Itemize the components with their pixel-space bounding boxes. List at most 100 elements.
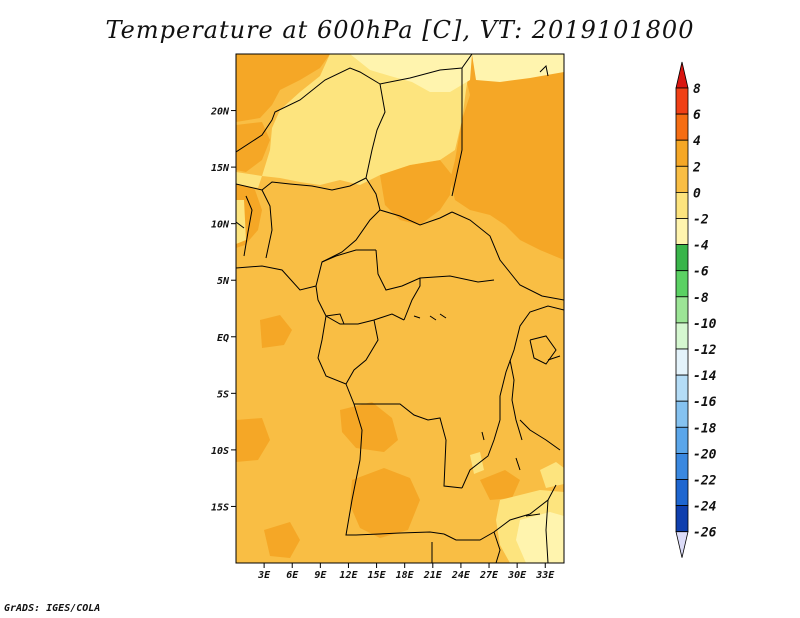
colorbar-segment bbox=[675, 139, 689, 167]
colorbar-segment bbox=[675, 348, 689, 376]
border-line bbox=[321, 249, 376, 263]
lat-tick-label: 15S bbox=[211, 502, 229, 513]
longitude-axis: 3E 6E 9E 12E 15E 18E 21E 24E 27E 30E 33E bbox=[257, 563, 555, 581]
colorbar-label: -26 bbox=[693, 526, 717, 541]
country-borders bbox=[236, 54, 564, 563]
lat-tick-label: 5N bbox=[217, 276, 230, 287]
lon-tick-label: 33E bbox=[535, 570, 555, 581]
colorbar-label: -4 bbox=[693, 239, 709, 254]
border-line bbox=[443, 484, 557, 541]
colorbar-top-arrow bbox=[675, 61, 689, 89]
colorbar-label: -2 bbox=[693, 213, 709, 228]
colorbar-label: -10 bbox=[693, 317, 717, 332]
border-line bbox=[379, 209, 453, 226]
border-line bbox=[529, 335, 557, 365]
lon-tick-label: 18E bbox=[396, 570, 415, 581]
border-line bbox=[451, 68, 463, 197]
colorbar-label: -18 bbox=[693, 421, 717, 436]
border-line bbox=[354, 403, 463, 489]
coldest-patch bbox=[472, 54, 564, 82]
warm-patch bbox=[450, 54, 564, 260]
lat-tick-label: EQ bbox=[217, 333, 229, 344]
border-line bbox=[547, 355, 561, 361]
colorbar-label: 2 bbox=[692, 160, 701, 175]
coldest-patch bbox=[350, 54, 472, 92]
colorbar-label: -16 bbox=[693, 395, 717, 410]
border-line bbox=[461, 419, 501, 489]
colorbar-segment bbox=[675, 322, 689, 350]
colorbar-label: -12 bbox=[693, 343, 717, 358]
border-line bbox=[261, 189, 273, 259]
colorbar-segment bbox=[675, 87, 689, 115]
cool-patch bbox=[262, 54, 472, 185]
border-line bbox=[413, 313, 447, 321]
lon-tick-label: 12E bbox=[339, 570, 358, 581]
coldest-region-group bbox=[350, 54, 564, 563]
lat-tick-label: 15N bbox=[211, 163, 230, 174]
border-line bbox=[345, 319, 379, 385]
map-frame bbox=[235, 53, 565, 564]
colorbar-segment bbox=[675, 505, 689, 533]
map-title: Temperature at 600hPa [C], VT: 201910180… bbox=[105, 16, 695, 44]
border-line bbox=[375, 249, 495, 291]
border-line bbox=[236, 221, 245, 229]
warm-patch bbox=[340, 402, 398, 452]
border-line bbox=[325, 313, 345, 325]
warm-patch bbox=[260, 315, 292, 348]
colorbar-bottom-arrow bbox=[675, 531, 689, 558]
border-line bbox=[539, 64, 549, 77]
border-line bbox=[451, 211, 564, 301]
lon-tick-label: 27E bbox=[479, 570, 499, 581]
footer-credit: GrADS: IGES/COLA bbox=[4, 603, 101, 614]
border-line bbox=[317, 315, 347, 385]
border-line bbox=[236, 265, 317, 291]
lon-tick-label: 9E bbox=[314, 570, 327, 581]
colorbar-label: 6 bbox=[693, 108, 701, 123]
colorbar-label: 8 bbox=[693, 82, 701, 97]
border-line bbox=[403, 278, 421, 321]
warm-patch bbox=[236, 54, 330, 122]
colorbar-label: -6 bbox=[693, 265, 709, 280]
lon-tick-label: 30E bbox=[507, 570, 527, 581]
colorbar-segment bbox=[675, 218, 689, 246]
lon-tick-label: 15E bbox=[368, 570, 387, 581]
map-fill bbox=[236, 54, 564, 563]
colorbar-segment bbox=[675, 270, 689, 298]
border-line bbox=[345, 383, 445, 536]
warm-patch bbox=[380, 160, 452, 225]
colorbar-segment bbox=[675, 452, 689, 480]
lon-tick-label: 3E bbox=[257, 570, 271, 581]
colorbar-segment bbox=[675, 165, 689, 193]
border-line bbox=[379, 54, 473, 85]
colorbar-label: -8 bbox=[693, 291, 709, 306]
border-line bbox=[545, 499, 549, 563]
border-line bbox=[236, 177, 367, 191]
colorbar-label: -20 bbox=[693, 447, 717, 462]
border-line bbox=[519, 419, 561, 451]
colorbar-label: -24 bbox=[693, 500, 717, 515]
colorbar-segment bbox=[675, 426, 689, 454]
colorbar-segment bbox=[675, 400, 689, 428]
colorbar-segment bbox=[675, 244, 689, 272]
border-line bbox=[236, 67, 386, 179]
colorbar: 8 6 4 2 0 -2 -4 -6 -8 -10 -12 -14 -16 -18 -20 -22 -24 -26 bbox=[675, 61, 717, 558]
lat-tick-label: 10N bbox=[211, 220, 230, 231]
border-line bbox=[499, 305, 564, 420]
colorbar-segment bbox=[675, 374, 689, 402]
latitude-axis: 20N 15N 10N 5N EQ 5S 10S 15S bbox=[210, 107, 236, 513]
cool-patch bbox=[470, 452, 484, 474]
colorbar-label: 0 bbox=[693, 186, 701, 201]
lon-tick-label: 24E bbox=[451, 570, 471, 581]
warm-patch bbox=[264, 522, 300, 558]
colorbar-segment bbox=[675, 296, 689, 324]
warm-patch bbox=[236, 122, 270, 172]
coldest-patch bbox=[516, 512, 564, 563]
colorbar-label: -22 bbox=[693, 474, 717, 489]
border-line bbox=[243, 195, 253, 257]
cool-patch bbox=[236, 172, 262, 188]
border-line bbox=[509, 359, 523, 441]
warm-patch bbox=[480, 470, 520, 500]
colorbar-segment bbox=[675, 479, 689, 507]
cool-patch bbox=[236, 200, 246, 244]
